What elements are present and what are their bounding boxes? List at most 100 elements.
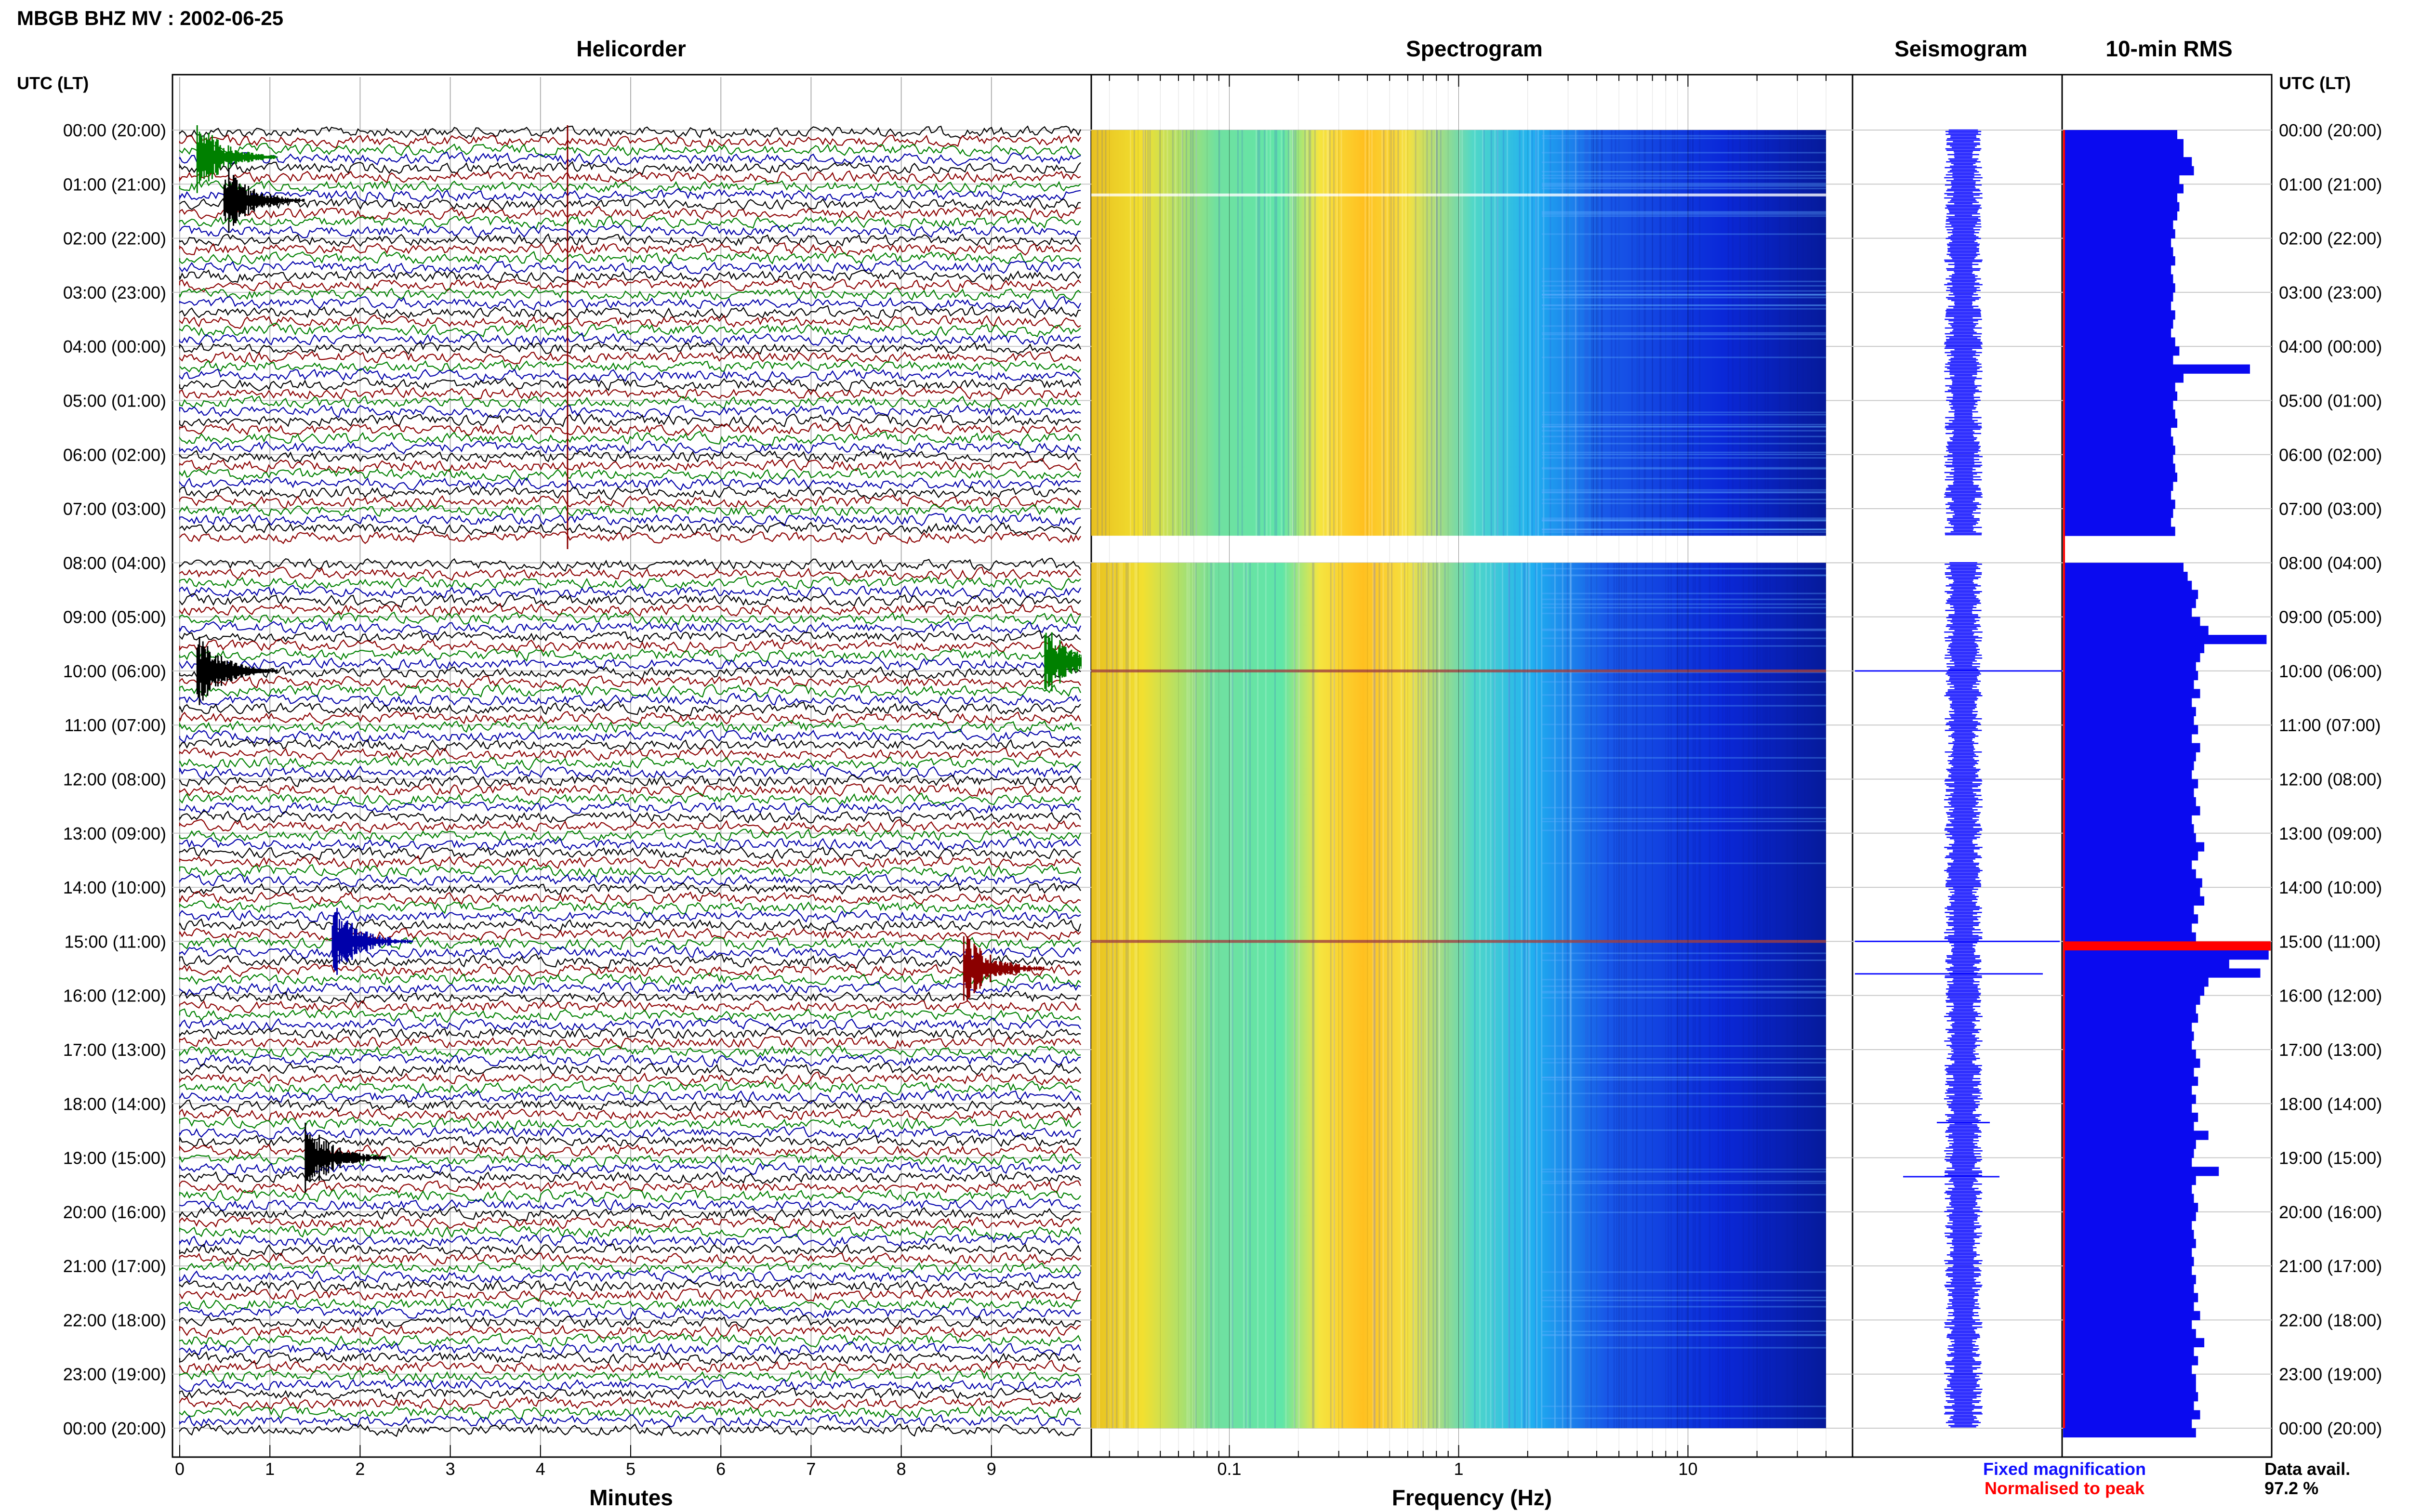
- spectrogram-texture: [1482, 130, 1484, 536]
- spectrogram-texture: [1542, 723, 1826, 725]
- rms-bar: [2063, 1383, 2196, 1393]
- spectrogram-texture: [1789, 130, 1791, 536]
- spectrogram-texture: [1524, 563, 1526, 1428]
- helicorder-trace: [179, 1333, 1081, 1348]
- rms-bar: [2063, 842, 2205, 852]
- rms-bar: [2063, 1211, 2196, 1222]
- row-label-right: 13:00 (09:00): [2279, 824, 2382, 843]
- rms-frame: [2061, 74, 2273, 1458]
- spectrogram-texture: [1542, 1129, 1826, 1131]
- left-axis-label: UTC (LT): [17, 73, 89, 93]
- helicorder-trace: [179, 513, 1081, 527]
- spectrogram-texture: [1485, 563, 1487, 1428]
- spectrogram-texture: [1804, 563, 1806, 1428]
- spectrogram-texture: [1313, 563, 1315, 1428]
- rms-bar: [2063, 301, 2171, 311]
- row-label-right: 12:00 (08:00): [2279, 770, 2382, 789]
- rms-bar: [2063, 788, 2194, 798]
- spectrogram-texture: [1258, 130, 1260, 536]
- rms-bar: [2063, 292, 2173, 302]
- spectrogram-texture: [1436, 130, 1438, 536]
- helicorder-trace: [179, 611, 1081, 626]
- spectrogram-texture: [1692, 130, 1694, 536]
- spectrogram-texture: [1508, 563, 1510, 1428]
- helicorder-trace: [179, 603, 1081, 617]
- rms-bar: [2063, 517, 2171, 527]
- rms-bar: [2063, 526, 2175, 536]
- row-label-left: 02:00 (22:00): [63, 229, 166, 249]
- spectrogram-texture: [1585, 563, 1587, 1428]
- spectrogram-texture: [1779, 130, 1781, 536]
- rms-bar: [2063, 707, 2196, 716]
- right-axis-label: UTC (LT): [2279, 73, 2351, 93]
- row-label-left: 04:00 (00:00): [63, 337, 166, 356]
- helicorder-trace: [179, 134, 1081, 148]
- spectrogram-texture: [1144, 130, 1146, 536]
- row-label-right: 07:00 (03:00): [2279, 499, 2382, 519]
- spectrogram-texture: [1586, 130, 1588, 536]
- helicorder-trace: [179, 332, 1081, 346]
- helicorder-trace: [179, 1026, 1081, 1040]
- spectrogram-texture: [1525, 563, 1527, 1428]
- spectrogram-texture: [1542, 1079, 1826, 1081]
- seismogram-band: [1944, 129, 1983, 536]
- row-label-right: 14:00 (10:00): [2279, 878, 2382, 897]
- helicorder-trace: [179, 710, 1082, 725]
- rms-bar: [2063, 166, 2194, 176]
- spectrogram-texture: [1790, 130, 1792, 536]
- helicorder-trace: [179, 792, 1081, 806]
- row-label-right: 21:00 (17:00): [2279, 1256, 2382, 1276]
- helicorder-trace: [179, 1341, 1081, 1356]
- spectrogram-texture: [1542, 334, 1826, 336]
- helicorder-trace: [179, 953, 1081, 969]
- rms-bar: [2063, 662, 2196, 671]
- row-label-left: 10:00 (06:00): [63, 661, 166, 681]
- helicorder-trace: [179, 233, 1081, 247]
- helicorder-trace: [179, 422, 1081, 436]
- spectrogram-texture: [1330, 563, 1332, 1428]
- spectrogram-texture: [1575, 130, 1576, 536]
- helicorder-trace: [179, 504, 1081, 517]
- helicorder-trace: [179, 530, 1081, 545]
- seismic-event: [1044, 632, 1082, 692]
- helicorder-trace: [179, 828, 1082, 843]
- rms-bar: [2063, 364, 2250, 374]
- helicorder-trace: [179, 179, 1081, 193]
- rms-bar: [2063, 680, 2194, 689]
- spectrogram-texture: [1304, 130, 1306, 536]
- helicorder-trace: [179, 882, 1081, 896]
- spectrogram-texture: [1685, 563, 1687, 1428]
- rms-bar: [2063, 184, 2184, 194]
- spectrogram-texture: [1213, 563, 1215, 1428]
- helicorder-trace: [179, 1224, 1082, 1239]
- spectrogram-texture: [1615, 130, 1616, 536]
- spectrogram-texture: [1739, 130, 1741, 536]
- spectrogram-texture: [1591, 130, 1593, 536]
- spectrogram-texture: [1542, 152, 1826, 154]
- rms-bar: [2063, 1238, 2196, 1249]
- spectrogram-texture: [1542, 520, 1826, 522]
- rms-bar: [2063, 1148, 2194, 1158]
- rms-bar: [2063, 220, 2173, 230]
- spectrogram-texture: [1542, 1194, 1826, 1196]
- spectrogram-texture: [1677, 563, 1679, 1428]
- row-label-right: 09:00 (05:00): [2279, 607, 2382, 627]
- spectrogram-texture: [1542, 212, 1826, 214]
- rms-bar: [2063, 1194, 2194, 1203]
- spectrogram-texture: [1542, 519, 1826, 521]
- spectrogram-texture: [1542, 986, 1826, 987]
- helicorder-trace: [179, 864, 1081, 878]
- spectrogram-texture: [1542, 1289, 1826, 1291]
- spectrogram-texture: [1542, 1211, 1826, 1213]
- rms-bar: [2063, 454, 2173, 464]
- row-label-right: 18:00 (14:00): [2279, 1094, 2382, 1114]
- spectrogram-texture: [1717, 563, 1719, 1428]
- spectrogram-texture: [1542, 430, 1826, 432]
- row-label-right: 19:00 (15:00): [2279, 1148, 2382, 1168]
- spectrogram-texture: [1483, 130, 1485, 536]
- helicorder-trace: [179, 1189, 1081, 1203]
- spectrogram-texture: [1687, 130, 1689, 536]
- helicorder-trace: [179, 819, 1081, 834]
- spectrogram-texture: [1494, 563, 1496, 1428]
- spectrogram-texture: [1310, 130, 1311, 536]
